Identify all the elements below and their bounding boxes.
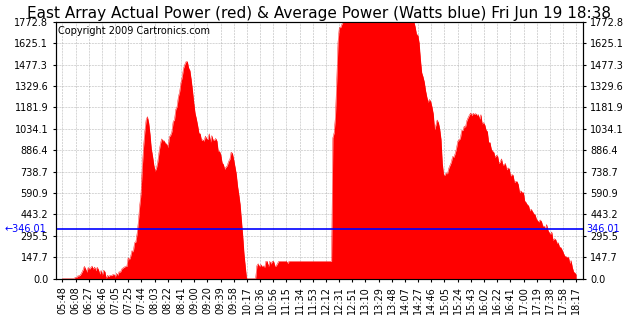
Text: ←346.01: ←346.01 [5, 224, 47, 234]
Title: East Array Actual Power (red) & Average Power (Watts blue) Fri Jun 19 18:38: East Array Actual Power (red) & Average … [27, 5, 611, 20]
Text: 346.01: 346.01 [587, 224, 621, 234]
Text: Copyright 2009 Cartronics.com: Copyright 2009 Cartronics.com [59, 26, 210, 36]
